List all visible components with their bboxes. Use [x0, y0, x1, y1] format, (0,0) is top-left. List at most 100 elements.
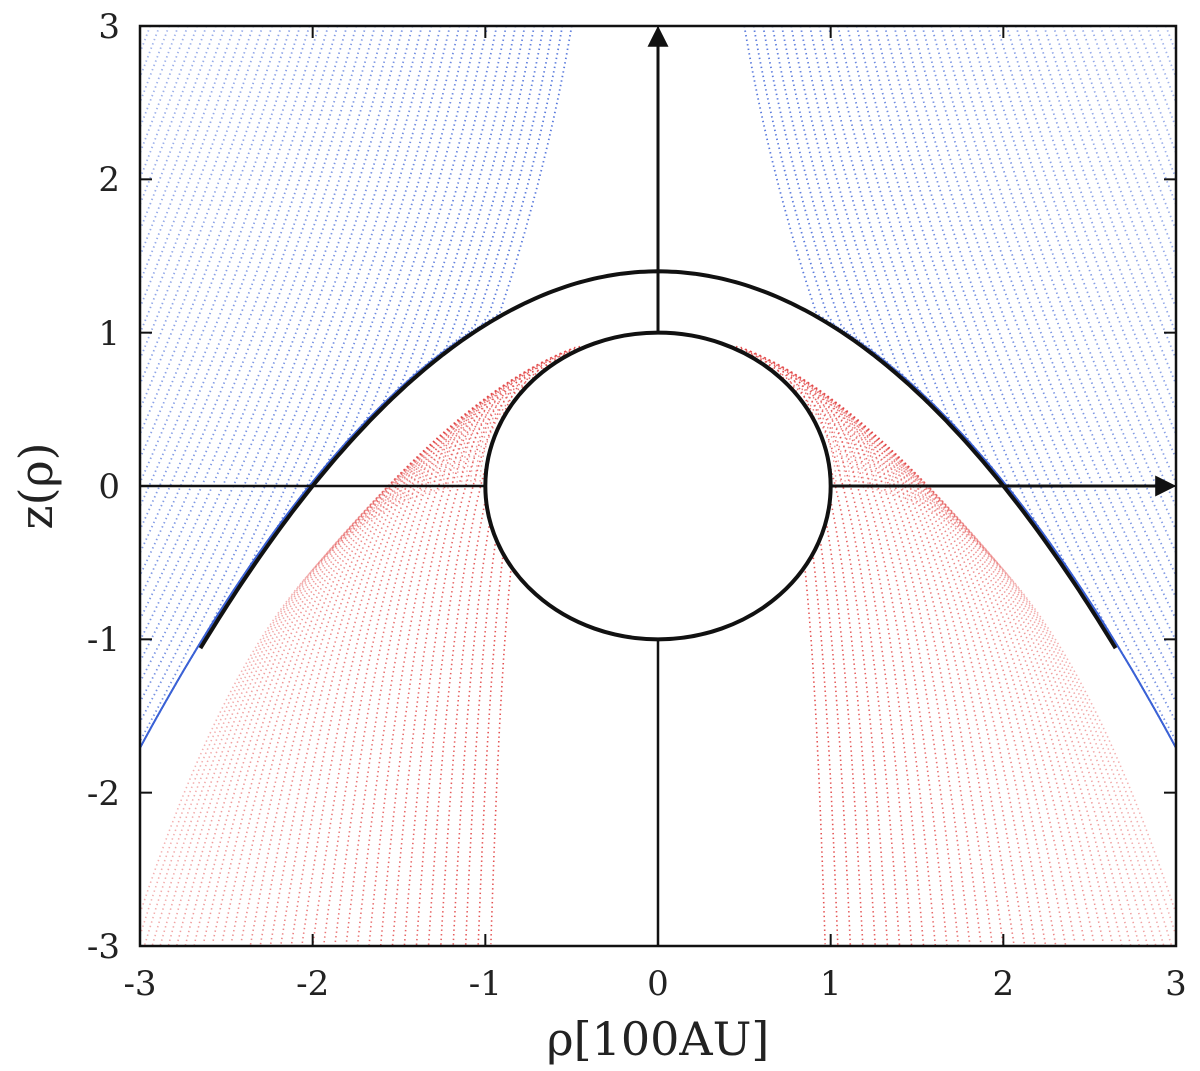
field-line	[930, 26, 1176, 664]
field-line	[837, 26, 1176, 750]
field-line	[826, 450, 1132, 946]
central-circle	[483, 330, 833, 642]
field-line	[140, 26, 461, 750]
field-line	[140, 26, 273, 387]
field-line	[813, 417, 1067, 946]
field-line	[846, 26, 1176, 750]
field-line	[140, 26, 292, 437]
field-line	[790, 26, 1176, 750]
field-line	[802, 400, 1026, 946]
field-line	[140, 26, 404, 705]
field-line	[893, 26, 1176, 743]
field-line	[167, 460, 488, 946]
field-line	[403, 364, 552, 946]
field-line	[1052, 26, 1176, 362]
field-line	[829, 465, 1157, 946]
field-line	[1033, 26, 1176, 412]
field-line	[140, 26, 479, 750]
field-line	[827, 455, 1141, 946]
field-line	[151, 470, 487, 946]
field-line	[427, 358, 561, 946]
field-line	[819, 431, 1095, 943]
field-line	[750, 355, 876, 946]
x-tick-label: -1	[469, 964, 502, 1004]
field-line	[140, 26, 264, 362]
field-line	[211, 436, 495, 944]
field-line	[809, 26, 1176, 750]
field-line	[736, 348, 839, 945]
y-axis-title: z(ρ)	[9, 442, 63, 529]
y-tick-label: -2	[87, 774, 120, 814]
field-line	[140, 26, 180, 130]
field-line	[755, 358, 889, 946]
plot-area	[138, 24, 1178, 948]
field-line	[140, 26, 152, 56]
x-tick-label: 1	[820, 964, 842, 1004]
field-line	[855, 26, 1176, 750]
field-line	[1005, 26, 1176, 485]
field-line	[140, 26, 498, 750]
field-line	[1099, 26, 1176, 233]
field-line	[175, 455, 489, 946]
field-line	[368, 373, 539, 946]
field-line	[269, 409, 508, 946]
y-tick-label: -1	[87, 620, 120, 660]
field-line	[140, 26, 301, 461]
x-tick-labels: -3 -2 -1 0 1 2 3	[123, 964, 1186, 1004]
y-tick-label: 1	[98, 314, 120, 354]
x-tick-label: -3	[123, 964, 156, 1004]
field-line	[140, 26, 433, 750]
field-line	[259, 413, 506, 946]
field-line	[140, 26, 386, 664]
field-line	[290, 400, 514, 946]
field-line	[817, 426, 1086, 943]
field-line	[921, 26, 1176, 685]
field-line	[301, 396, 517, 946]
field-line	[977, 26, 1176, 555]
field-line	[949, 26, 1176, 622]
field-line	[810, 413, 1057, 946]
field-line	[140, 26, 339, 555]
field-line	[902, 26, 1176, 724]
field-line	[1080, 26, 1176, 285]
field-line	[140, 26, 311, 485]
field-line	[193, 445, 492, 945]
field-line	[184, 450, 490, 946]
field-line	[1089, 26, 1176, 259]
y-tick-labels: 3 2 1 0 -1 -2 -3	[87, 7, 120, 967]
x-tick-label: -2	[296, 964, 329, 1004]
field-line	[140, 26, 227, 259]
field-line	[1061, 26, 1176, 336]
field-line	[140, 26, 564, 750]
field-line	[958, 26, 1176, 600]
field-line	[140, 480, 486, 939]
field-line	[829, 470, 1165, 946]
field-line	[830, 480, 1176, 939]
field-line	[140, 26, 507, 750]
y-tick-label: 3	[98, 7, 120, 47]
field-line	[140, 26, 395, 685]
field-line	[996, 26, 1176, 509]
field-line	[140, 26, 367, 622]
field-line	[828, 460, 1149, 946]
field-line	[752, 26, 1176, 750]
field-line	[140, 484, 486, 917]
field-line	[1127, 26, 1176, 156]
x-tick-label: 2	[992, 964, 1014, 1004]
field-line	[821, 436, 1105, 944]
field-line	[940, 26, 1176, 643]
field-line	[912, 26, 1176, 705]
field-line	[140, 26, 198, 182]
field-line	[1015, 26, 1176, 461]
outer-field-lines	[140, 26, 1176, 750]
field-line	[768, 367, 925, 946]
field-line	[883, 26, 1176, 750]
field-line	[140, 26, 161, 80]
field-line	[1155, 26, 1176, 80]
field-line	[477, 348, 580, 945]
field-line	[159, 465, 487, 946]
field-line	[140, 26, 217, 233]
field-line	[785, 381, 971, 946]
field-line	[140, 26, 320, 509]
